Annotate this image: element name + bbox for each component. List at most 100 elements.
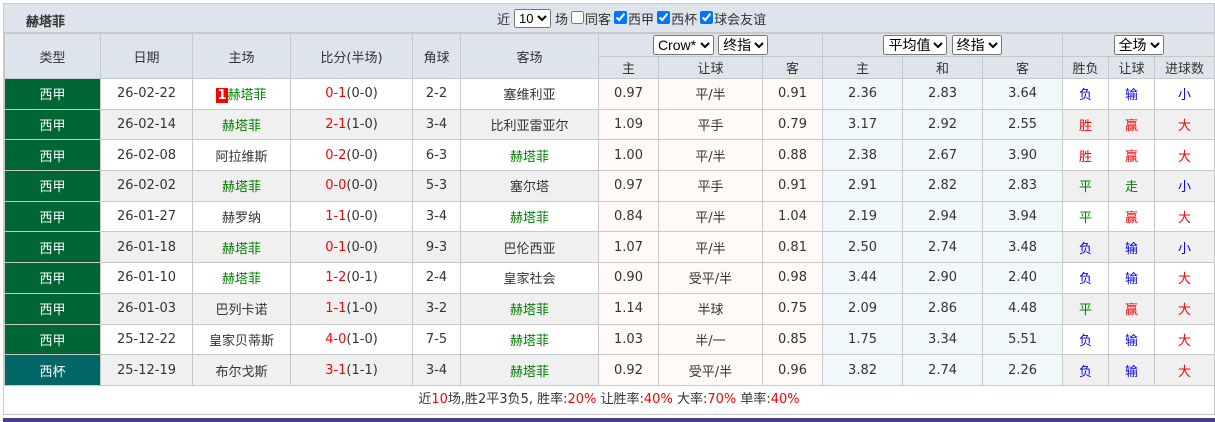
away-team[interactable]: 塞尔塔 xyxy=(509,180,549,196)
away-team-cell[interactable]: 塞尔塔 xyxy=(460,170,599,202)
home-team[interactable]: 皇家贝蒂斯 xyxy=(208,333,274,349)
avg-home: 2.36 xyxy=(822,78,904,110)
summary-text: 场,胜2平3负5, 胜率: xyxy=(447,391,568,407)
score-cell[interactable]: 0-0(0-0) xyxy=(290,170,413,202)
home-team[interactable]: 布尔戈斯 xyxy=(215,364,268,380)
away-team-cell[interactable]: 塞维利亚 xyxy=(460,78,599,110)
odds-company-select[interactable]: Crow* xyxy=(652,35,714,55)
handicap-result: 输 xyxy=(1108,78,1156,110)
avg-away: 2.83 xyxy=(982,170,1064,202)
avg-home: 2.50 xyxy=(822,231,904,264)
score-cell[interactable]: 4-0(1-0) xyxy=(290,323,413,356)
away-team[interactable]: 塞维利亚 xyxy=(503,88,556,104)
away-team[interactable]: 皇家社会 xyxy=(503,272,556,288)
subheader: 让球 xyxy=(1108,56,1156,79)
league-cell[interactable]: 西甲 xyxy=(4,170,101,202)
home-team[interactable]: 赫塔菲 xyxy=(221,119,261,135)
table-row: 西甲 26-02-14 赫塔菲 2-1(1-0) 3-4 比利亚雷亚尔 1.09… xyxy=(4,108,1215,141)
avg-draw: 2.74 xyxy=(902,231,984,264)
filter-checkbox[interactable] xyxy=(700,11,714,24)
home-team-cell[interactable]: 布尔戈斯 xyxy=(192,354,291,386)
handicap: 受平/半 xyxy=(658,262,763,294)
score-cell[interactable]: 1-1(1-0) xyxy=(290,292,413,325)
home-team-cell[interactable]: 阿拉维斯 xyxy=(192,139,291,172)
score-cell[interactable]: 1-1(0-0) xyxy=(290,200,413,233)
over-under: 大 xyxy=(1154,323,1215,356)
avg-odds-header: 平均值 终指 xyxy=(822,33,1064,57)
home-team-cell[interactable]: 皇家贝蒂斯 xyxy=(192,323,291,356)
home-team-cell[interactable]: 赫塔菲 xyxy=(192,262,291,294)
full-score: 1-1 xyxy=(325,209,347,225)
avg-draw: 2.90 xyxy=(902,262,984,294)
away-team-cell[interactable]: 比利亚雷亚尔 xyxy=(460,108,599,141)
col-corner: 角球 xyxy=(412,33,461,79)
score-cell[interactable]: 0-2(0-0) xyxy=(290,139,413,172)
home-team-cell[interactable]: 赫塔菲 xyxy=(192,231,291,264)
away-team-cell[interactable]: 皇家社会 xyxy=(460,262,599,294)
avg-away: 2.55 xyxy=(982,108,1064,141)
subheader: 主 xyxy=(822,56,904,79)
league-cell[interactable]: 西甲 xyxy=(4,200,101,233)
away-team-cell[interactable]: 赫塔菲 xyxy=(460,139,599,172)
date-cell: 26-01-10 xyxy=(100,262,193,294)
home-team-cell[interactable]: 赫塔菲 xyxy=(192,108,291,141)
league-cell[interactable]: 西甲 xyxy=(4,323,101,356)
summary: 近10场,胜2平3负5, 胜率:20% 让胜率:40% 大率:70% 单率:40… xyxy=(4,386,1214,414)
away-team-cell[interactable]: 赫塔菲 xyxy=(460,200,599,233)
away-team[interactable]: 巴伦西亚 xyxy=(503,241,556,257)
corner-cell: 5-3 xyxy=(412,170,461,202)
home-team[interactable]: 阿拉维斯 xyxy=(215,149,268,165)
away-odds: 0.85 xyxy=(761,323,824,356)
home-team[interactable]: 赫塔菲 xyxy=(221,180,261,196)
odds-kind-select[interactable]: 终指 xyxy=(718,35,769,55)
away-team[interactable]: 比利亚雷亚尔 xyxy=(490,119,569,135)
home-odds: 1.07 xyxy=(598,231,659,264)
match-count-select[interactable]: 10 xyxy=(514,9,552,28)
away-team-cell[interactable]: 赫塔菲 xyxy=(460,354,599,386)
home-team[interactable]: 赫塔菲 xyxy=(221,272,261,288)
home-team-cell[interactable]: 赫塔菲 xyxy=(192,170,291,202)
league-cell[interactable]: 西杯 xyxy=(4,354,101,386)
home-team-cell[interactable]: 1赫塔菲 xyxy=(192,78,291,110)
league-cell[interactable]: 西甲 xyxy=(4,108,101,141)
score-cell[interactable]: 1-2(0-1) xyxy=(290,262,413,294)
handicap: 受平/半 xyxy=(658,354,763,386)
away-odds: 0.96 xyxy=(761,354,824,386)
win-loss: 平 xyxy=(1062,170,1110,202)
league-cell[interactable]: 西甲 xyxy=(4,231,101,264)
league-cell[interactable]: 西甲 xyxy=(4,292,101,325)
team-title: 赫塔菲 xyxy=(26,15,66,30)
away-team[interactable]: 赫塔菲 xyxy=(509,303,549,319)
col-score: 比分(半场) xyxy=(290,33,413,79)
away-team[interactable]: 赫塔菲 xyxy=(509,149,549,165)
league-cell[interactable]: 西甲 xyxy=(4,262,101,294)
home-team-cell[interactable]: 巴列卡诺 xyxy=(192,292,291,325)
score-cell[interactable]: 0-1(0-0) xyxy=(290,78,413,110)
home-team[interactable]: 赫罗纳 xyxy=(221,211,261,227)
away-team[interactable]: 赫塔菲 xyxy=(509,364,549,380)
filter-checkbox[interactable] xyxy=(657,11,671,24)
avg-company-select[interactable]: 平均值 xyxy=(883,35,948,55)
away-team-cell[interactable]: 赫塔菲 xyxy=(460,323,599,356)
home-team[interactable]: 巴列卡诺 xyxy=(215,303,268,319)
score-cell[interactable]: 3-1(1-1) xyxy=(290,354,413,386)
avg-draw: 2.82 xyxy=(902,170,984,202)
scope-select[interactable]: 全场 xyxy=(1113,35,1164,55)
league-cell[interactable]: 西甲 xyxy=(4,78,101,110)
away-team-cell[interactable]: 巴伦西亚 xyxy=(460,231,599,264)
home-team[interactable]: 赫塔菲 xyxy=(227,88,267,104)
away-team[interactable]: 赫塔菲 xyxy=(509,211,549,227)
filter-label: 球会友谊 xyxy=(714,13,767,28)
avg-kind-select[interactable]: 终指 xyxy=(951,35,1002,55)
league-cell[interactable]: 西甲 xyxy=(4,139,101,172)
home-odds: 0.84 xyxy=(598,200,659,233)
filter-checkbox[interactable] xyxy=(571,11,585,24)
away-team-cell[interactable]: 赫塔菲 xyxy=(460,292,599,325)
score-cell[interactable]: 2-1(1-0) xyxy=(290,108,413,141)
home-team[interactable]: 赫塔菲 xyxy=(221,241,261,257)
away-team[interactable]: 赫塔菲 xyxy=(509,333,549,349)
subheader: 客 xyxy=(982,56,1064,79)
score-cell[interactable]: 0-1(0-0) xyxy=(290,231,413,264)
home-team-cell[interactable]: 赫罗纳 xyxy=(192,200,291,233)
filter-checkbox[interactable] xyxy=(614,11,628,24)
